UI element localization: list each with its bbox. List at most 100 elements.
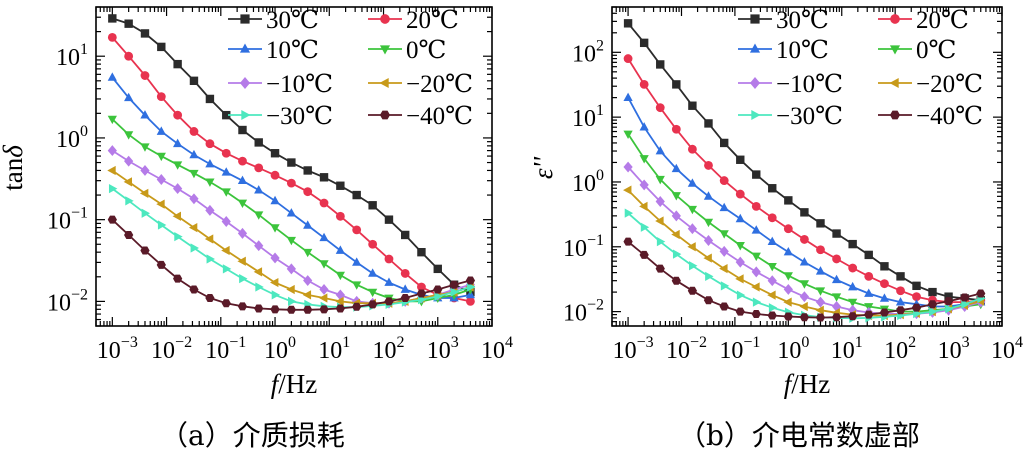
legend-label: 0℃ (406, 37, 446, 64)
data-point (751, 282, 760, 292)
data-point (319, 173, 329, 182)
data-point (655, 145, 665, 155)
data-point (672, 80, 681, 89)
legend-label: −30℃ (776, 103, 843, 130)
y-tick-label: 10−2 (47, 286, 88, 316)
data-point (433, 264, 442, 274)
data-point (848, 312, 858, 321)
data-point (303, 275, 313, 286)
data-point (879, 293, 890, 302)
data-point (303, 248, 313, 258)
data-point (687, 178, 698, 187)
data-point (221, 245, 230, 256)
data-point (623, 161, 633, 173)
x-tick-label: 103 (938, 334, 970, 364)
data-point (222, 110, 231, 120)
data-point (190, 243, 200, 253)
data-point (206, 254, 215, 264)
data-point (157, 220, 167, 230)
data-point (687, 144, 697, 154)
data-point (303, 187, 313, 197)
data-point (639, 179, 649, 191)
data-point (303, 305, 313, 314)
data-point (736, 290, 746, 300)
data-point (896, 272, 905, 281)
y-axis-label: tanδ (0, 145, 28, 191)
data-point (368, 239, 378, 249)
data-point (719, 264, 728, 274)
data-point (335, 296, 344, 307)
data-point (831, 274, 842, 284)
data-point (784, 196, 793, 205)
y-tick-label: 10−2 (563, 297, 604, 327)
data-point (912, 281, 921, 291)
legend-marker (379, 110, 391, 120)
data-point (173, 110, 183, 120)
data-point (671, 163, 681, 173)
data-point (687, 205, 698, 215)
data-point (205, 294, 215, 303)
y-tick-label: 102 (572, 37, 604, 67)
data-point (400, 284, 410, 293)
data-point (767, 311, 777, 320)
data-point (107, 165, 116, 176)
legend-marker (240, 14, 250, 24)
plot-frame (611, 6, 1003, 327)
data-point (848, 239, 857, 249)
data-point (107, 145, 117, 157)
data-point (961, 299, 970, 309)
legend-label: 30℃ (776, 7, 829, 34)
data-point (433, 285, 443, 294)
data-point (751, 252, 761, 262)
legend-marker (889, 110, 901, 120)
data-point (156, 126, 166, 135)
data-point (189, 76, 199, 86)
data-point (124, 155, 134, 167)
x-tick-label: 10−3 (613, 334, 654, 364)
y-tick-label: 100 (572, 167, 604, 197)
x-tick-label: 103 (427, 334, 459, 364)
y-tick-label: 10−1 (563, 232, 604, 262)
data-point (140, 143, 150, 152)
data-point (221, 216, 231, 227)
data-point (783, 283, 793, 295)
data-point (927, 300, 938, 309)
data-point (767, 262, 777, 272)
data-point (864, 250, 873, 260)
data-point (800, 234, 809, 244)
data-point (124, 19, 133, 28)
data-point (140, 29, 150, 38)
data-point (254, 185, 264, 194)
legend-marker (751, 109, 761, 121)
legend-marker (890, 14, 900, 24)
legend-marker (379, 77, 389, 89)
data-point (879, 308, 890, 317)
data-point (768, 303, 778, 313)
legend-label: −20℃ (406, 71, 473, 98)
data-point (205, 158, 215, 168)
data-point (124, 131, 134, 140)
data-point (189, 193, 199, 205)
data-point (174, 232, 183, 242)
data-point (816, 219, 825, 228)
caption-b: （b）介电常数虚部 (678, 419, 920, 452)
data-point (655, 216, 664, 226)
data-point (140, 71, 150, 80)
data-point (912, 292, 921, 302)
x-tick-label: 102 (884, 334, 916, 364)
data-point (368, 288, 378, 298)
data-point (655, 103, 665, 113)
data-point (221, 299, 231, 308)
data-point (815, 266, 826, 275)
data-point (880, 279, 889, 289)
data-point (400, 294, 410, 303)
data-point (107, 32, 117, 42)
data-point (640, 222, 650, 232)
data-point (254, 240, 264, 252)
data-point (704, 161, 713, 170)
data-point (976, 289, 986, 298)
data-point (466, 296, 475, 306)
series-line (627, 212, 982, 320)
data-point (767, 275, 777, 287)
